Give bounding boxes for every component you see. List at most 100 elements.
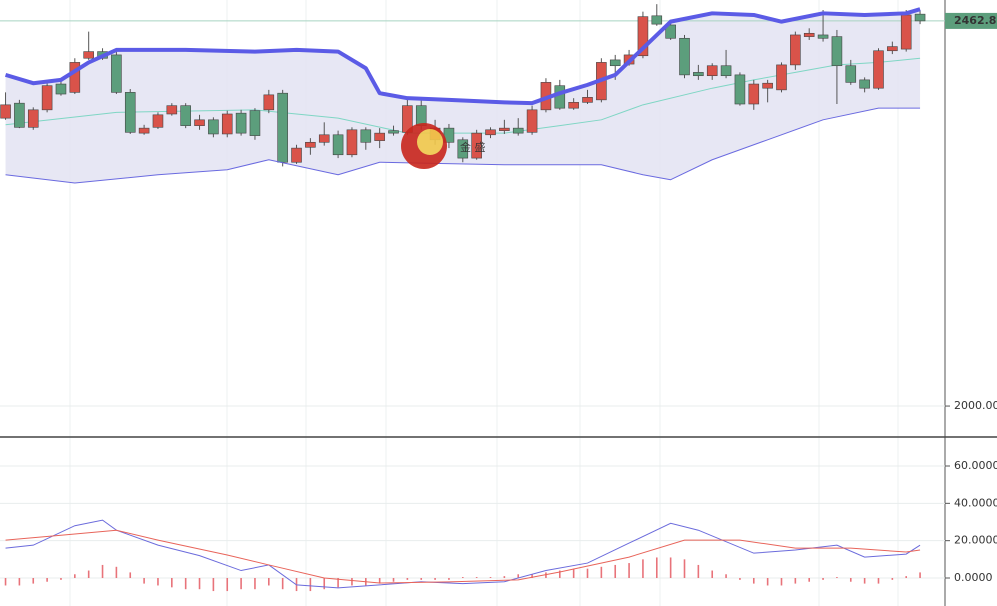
candle-body	[887, 46, 898, 52]
histogram-bar	[212, 578, 215, 592]
histogram-bar	[628, 563, 630, 578]
candle-body	[0, 104, 11, 119]
candle-body	[762, 82, 773, 89]
candle-body	[831, 36, 843, 67]
histogram-bar	[309, 578, 312, 592]
candle-body	[388, 130, 399, 134]
candle-body	[111, 54, 122, 93]
histogram-bar	[822, 578, 824, 580]
candle-body	[55, 83, 67, 95]
histogram-bar	[4, 578, 7, 586]
histogram-bar	[600, 566, 603, 578]
histogram-bar	[545, 572, 547, 578]
candle-body	[305, 141, 316, 148]
histogram-bar	[323, 578, 326, 590]
histogram-bar	[725, 574, 727, 578]
y-tick-label: 60.0000	[954, 459, 997, 472]
histogram-bar	[586, 568, 589, 578]
macd-line	[5, 519, 921, 589]
candle-body	[152, 114, 164, 128]
candle-body	[776, 64, 787, 91]
histogram-bar	[891, 578, 894, 580]
histogram-bar	[60, 578, 62, 580]
histogram-bar	[558, 570, 561, 578]
histogram-bar	[157, 578, 159, 586]
last-price-box	[945, 12, 997, 29]
candle-body	[360, 129, 372, 143]
histogram-bar	[863, 578, 866, 584]
histogram-bar	[849, 578, 852, 582]
histogram-bar	[462, 577, 464, 578]
macd-line	[5, 529, 921, 584]
candle-body	[845, 65, 857, 83]
histogram-bar	[406, 578, 409, 580]
candle-body	[332, 134, 344, 156]
candle-body	[651, 15, 663, 25]
candle-body	[706, 65, 718, 77]
candle-body	[83, 51, 94, 59]
candle-body	[14, 102, 25, 128]
histogram-bar	[808, 578, 811, 582]
histogram-bar	[919, 572, 921, 578]
candle-body	[568, 102, 579, 109]
candle-body	[679, 37, 690, 76]
candle-body	[499, 127, 510, 131]
candle-body	[734, 74, 746, 105]
candle-body	[748, 83, 760, 105]
histogram-bar	[351, 578, 353, 586]
candle-body	[27, 109, 39, 128]
histogram-bar	[711, 570, 714, 578]
candle-body	[859, 79, 870, 89]
histogram-bar	[115, 566, 118, 578]
histogram-bar	[392, 578, 395, 582]
last-price-label: 2462.87	[954, 14, 997, 27]
histogram-bar	[74, 574, 76, 578]
candle-body	[582, 97, 593, 103]
price-panel	[0, 4, 945, 184]
candle-body	[221, 113, 233, 135]
histogram-bar	[198, 578, 201, 590]
candle-body	[720, 65, 732, 77]
candle-body	[637, 16, 649, 57]
histogram-bar	[683, 559, 686, 578]
y-tick-label: 20.0000	[954, 534, 997, 547]
candle-body	[526, 109, 538, 133]
histogram-bar	[337, 578, 339, 588]
histogram-bar	[171, 578, 173, 588]
y-tick-label: 0.0000	[954, 571, 993, 584]
watermark-text: 金 盛	[460, 140, 486, 154]
histogram-bar	[448, 578, 450, 580]
candle-body	[194, 119, 205, 126]
histogram-bar	[572, 568, 575, 578]
candle-body	[609, 59, 621, 67]
candle-body	[318, 134, 330, 143]
histogram-bar	[268, 578, 270, 586]
candle-body	[415, 105, 427, 126]
candle-body	[374, 132, 385, 141]
histogram-bar	[614, 564, 617, 578]
candle-body	[817, 34, 829, 39]
candle-body	[554, 85, 566, 109]
candle-body	[665, 24, 676, 39]
y-tick-label: 40.0000	[954, 496, 997, 509]
histogram-bar	[475, 577, 478, 578]
candle-body	[138, 127, 150, 134]
histogram-bar	[420, 578, 423, 580]
histogram-bar	[378, 578, 381, 584]
histogram-bar	[129, 572, 132, 578]
candle-body	[512, 127, 524, 134]
band-line	[5, 107, 921, 184]
candle-body	[803, 32, 815, 37]
histogram-bar	[794, 578, 797, 584]
histogram-bar	[780, 578, 783, 586]
candle-body	[69, 62, 81, 93]
histogram-bar	[87, 570, 90, 578]
candle-body	[249, 110, 261, 136]
histogram-bar	[836, 577, 838, 578]
candle-body	[790, 34, 801, 66]
histogram-bar	[766, 578, 769, 586]
histogram-bar	[240, 578, 242, 590]
histogram-bar	[517, 574, 520, 578]
